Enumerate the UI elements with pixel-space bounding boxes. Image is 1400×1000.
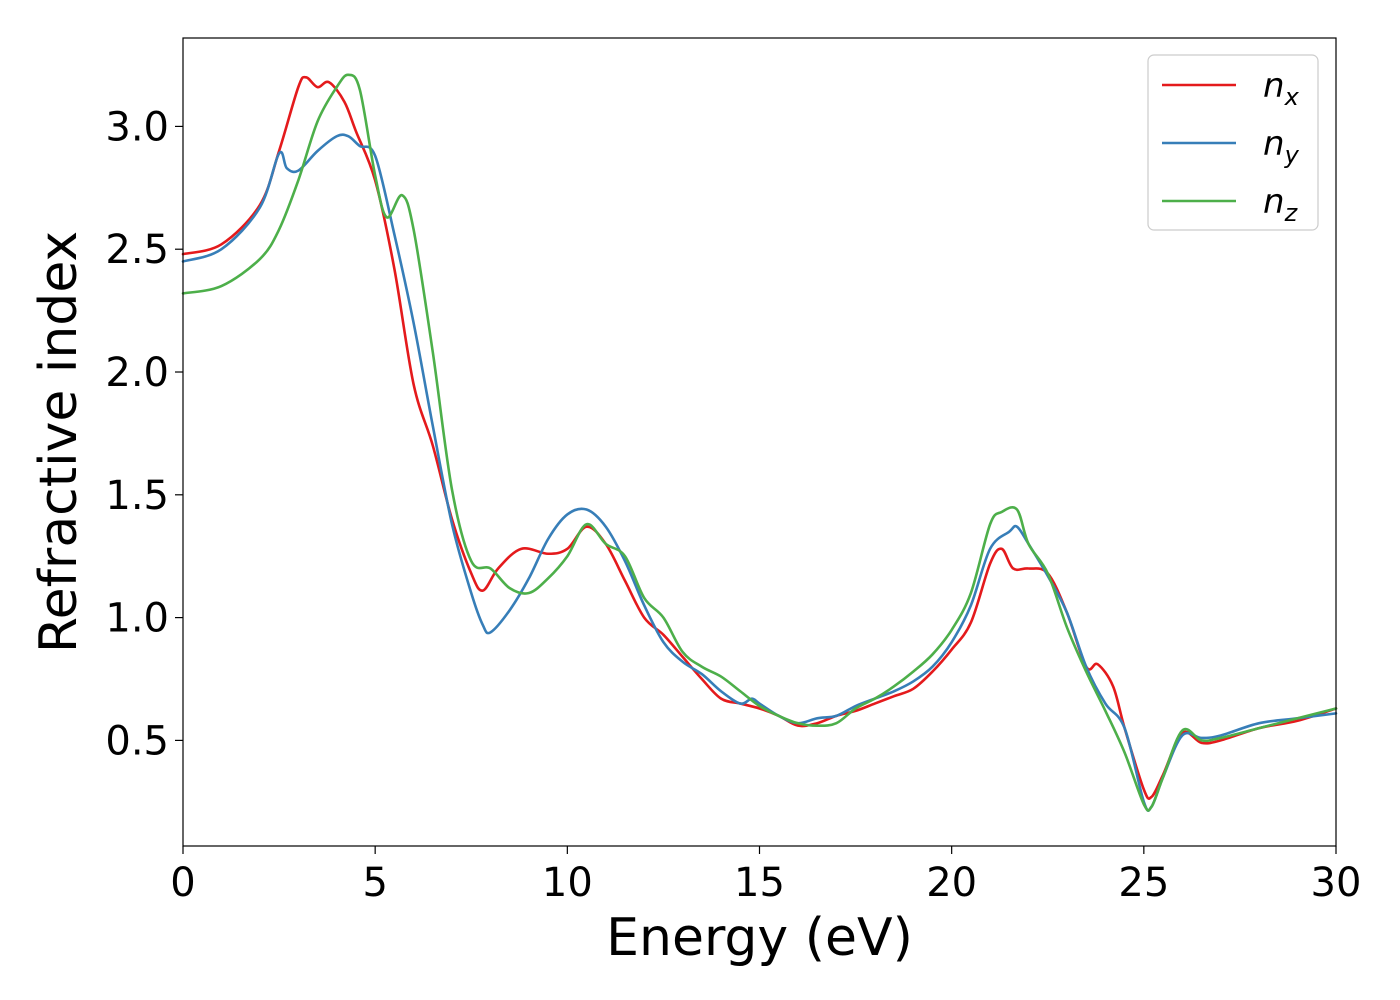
y-tick-label: 2.0 [105,350,169,396]
legend-label-z: nz [1263,182,1299,227]
x-tick-label: 5 [362,860,387,906]
legend-label-x: nx [1263,66,1300,111]
x-tick-label: 10 [542,860,593,906]
y-tick-label: 3.0 [105,104,169,150]
series-line-y [181,133,1338,812]
legend: nx ny nz [1147,54,1319,231]
x-tick-label: 30 [1311,860,1362,906]
x-tick-label: 20 [926,860,977,906]
y-tick-label: 1.0 [105,596,169,642]
x-axis-label: Energy (eV) [606,908,913,968]
y-tick-label: 0.5 [105,718,169,764]
y-axis-label: Refractive index [29,231,89,653]
axis-ticks: 0 5 10 15 20 25 30 0.5 1.0 1.5 2.0 2.5 3.0 [105,104,1361,906]
series-line-z [181,73,1338,812]
x-tick-label: 15 [734,860,785,906]
x-tick-label: 0 [170,860,195,906]
x-tick-label: 25 [1118,860,1169,906]
series-layer [181,73,1338,812]
legend-label-y: ny [1263,124,1300,169]
y-tick-label: 2.5 [105,227,169,273]
y-tick-label: 1.5 [105,473,169,519]
